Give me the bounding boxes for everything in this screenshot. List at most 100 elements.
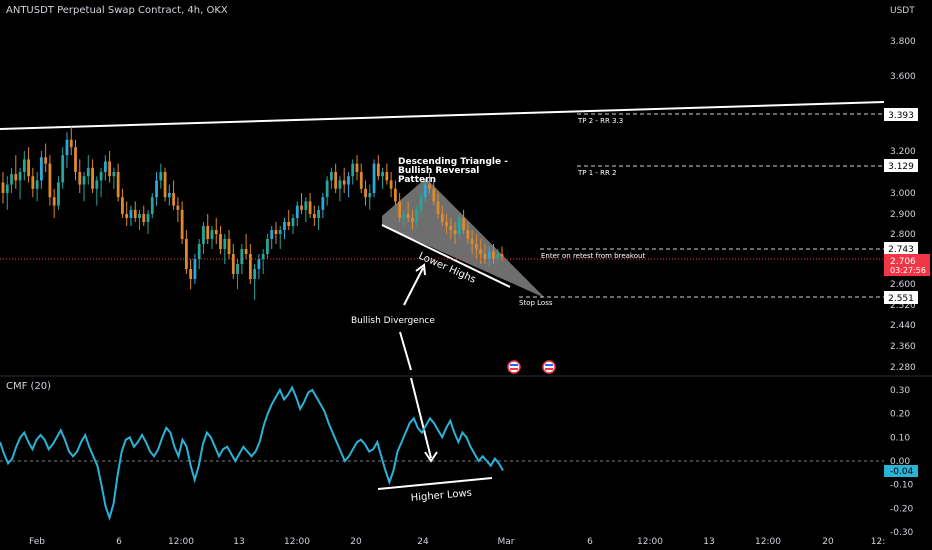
candle-body [86,167,90,177]
price-tick-label: 2.360 [890,342,916,352]
candle-body [78,172,82,185]
candle [159,163,163,189]
candle [223,234,227,264]
currency-label: USDT [890,6,915,16]
candle-body [95,180,99,189]
entry-price-value: 2.743 [888,245,914,255]
candle [91,159,94,193]
entry-price-badge: 2.743 [884,242,918,255]
candle [411,209,414,230]
candle [300,193,303,214]
stop-loss-price-value: 2.551 [888,294,914,304]
candle [492,244,495,264]
candle-body [351,163,355,177]
cmf-indicator-title: CMF (20) [6,381,52,392]
candle-body [125,214,129,218]
candle [338,176,342,202]
candle [108,151,112,183]
candle-body [406,214,410,218]
candle [457,214,461,239]
candle-body [5,184,9,193]
time-tick-label: 13 [233,537,244,547]
descending-triangle-shape[interactable] [382,178,545,298]
candle-body [210,230,214,239]
time-tick-label: Feb [29,537,45,547]
candle [381,167,384,189]
candle-body [398,201,402,218]
candle-body [475,244,478,249]
candle-body [428,184,431,189]
candle [138,209,141,230]
candle-body [65,139,69,156]
bar-countdown: 03:27:56 [890,266,926,275]
cmf-tick-label: 0.10 [890,433,910,443]
candle-body [462,218,466,230]
candle [295,201,299,226]
price-axis: 3.800 3.600 3.200 3.000 2.900 2.800 2.600 2.520… [890,37,916,373]
candle-body [415,209,419,222]
candle-body [385,172,389,181]
cmf-value-badge: -0.04 [884,465,918,477]
candle [61,147,65,189]
candle [184,230,188,274]
candle-body [440,214,444,222]
candle-body [69,139,73,148]
candle-body [436,201,440,214]
time-tick-label: 13 [703,537,714,547]
annotation-higher-lows: Higher Lows [410,488,472,504]
price-tick-label: 3.800 [890,37,916,47]
candle-body [138,214,141,218]
candle-body [453,230,457,234]
candle [325,176,329,206]
price-tick-label: 2.280 [890,363,916,373]
candle-body [74,147,77,172]
time-tick-label: 12:00 [168,537,194,547]
candle [483,244,487,264]
candle-body [466,230,470,239]
event-flag-icon[interactable] [507,360,521,374]
candle [385,163,389,185]
candle-body [248,254,252,279]
resistance-trendline[interactable] [0,101,885,130]
candle [432,180,436,206]
candle-body [35,180,39,189]
candle-body [27,159,30,177]
candle-body [483,254,487,259]
candle [231,244,235,279]
event-flag-icon[interactable] [542,360,556,374]
candle [406,201,410,222]
time-tick-label: Mar [498,537,515,547]
candle [419,193,423,214]
candle [10,167,13,193]
candle [287,209,291,230]
tp1-price-badge: 3.129 [884,159,918,172]
candle-body [163,172,167,198]
cmf-axis: 0.30 0.20 0.10 0.00 -0.10 -0.20 -0.30 [890,386,914,538]
candle [5,176,9,210]
candle [193,254,197,284]
candle-body [231,254,235,274]
time-axis: Feb 6 12:00 13 12:00 20 24 Mar 6 12:00 13 12:00 20 12… [29,537,885,547]
candle-body [159,172,163,181]
candle [304,197,308,222]
candle-body [372,163,376,193]
candle [163,167,167,202]
candle [453,222,457,244]
price-tick-label: 3.200 [890,147,916,157]
candle-body [82,176,86,185]
candle-body [180,209,184,239]
arrow-up-line [403,267,424,306]
candle [270,226,274,249]
higher-lows-trendline[interactable] [377,477,493,490]
candle [445,214,448,234]
candle-body [206,226,210,239]
stop-loss-label: Stop Loss [519,299,553,307]
candle-body [445,222,448,226]
arrow-down-line-top [399,331,412,371]
triangle-support-line[interactable] [381,224,511,288]
candle-body [116,172,120,198]
candle-body [91,167,94,189]
current-price-value: 2.706 [890,257,916,267]
candle-body [402,214,406,218]
